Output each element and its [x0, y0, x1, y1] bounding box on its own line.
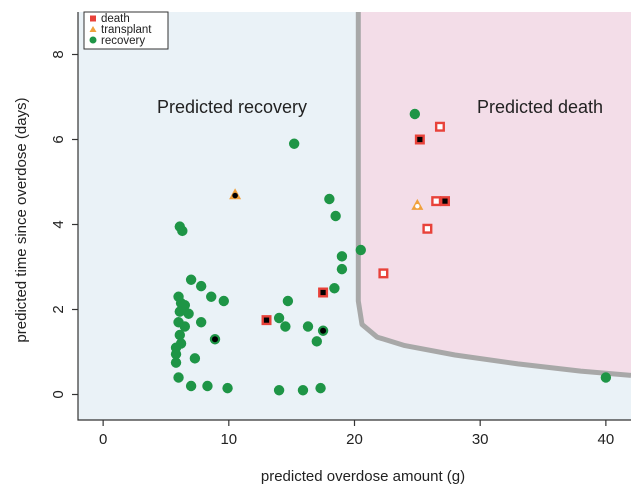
recovery-point — [302, 321, 314, 332]
transplant-point-center — [415, 203, 420, 209]
recovery-point — [185, 274, 197, 285]
x-tick-label: 10 — [220, 431, 237, 448]
x-tick-label: 20 — [346, 431, 363, 448]
axis-frame — [77, 12, 631, 421]
recovery-point — [177, 225, 188, 237]
recovery-point — [195, 317, 207, 328]
recovery-point — [173, 372, 184, 383]
legend-death-marker — [90, 15, 96, 22]
data-points — [170, 108, 612, 396]
recovery-point — [330, 210, 341, 222]
x-tick-label: 30 — [472, 431, 489, 448]
decision-boundary — [355, 12, 631, 378]
recovery-point — [202, 380, 213, 392]
y-tick-label: 4 — [50, 220, 67, 228]
recovery-point — [174, 306, 186, 317]
x-tick-label: 40 — [598, 431, 615, 448]
y-tick-label: 8 — [50, 50, 67, 58]
legend: death transplant recovery — [83, 11, 169, 50]
recovery-point — [409, 108, 421, 120]
recovery-point — [600, 372, 612, 383]
recovery-point — [179, 321, 191, 332]
legend-recovery-label: recovery — [101, 35, 145, 47]
y-tick-label: 6 — [50, 135, 67, 143]
recovery-point — [336, 263, 348, 275]
axis-ticks: 0 10 20 30 40 0 2 4 6 8 — [50, 50, 614, 448]
death-point-center — [320, 289, 326, 296]
recovery-point — [189, 353, 201, 364]
recovery-point — [175, 338, 187, 349]
recovery-point — [195, 280, 207, 292]
recovery-point — [183, 308, 194, 319]
recovery-point — [311, 336, 322, 347]
recovery-point — [315, 382, 326, 394]
death-point-center — [442, 198, 448, 204]
death-point-center — [424, 226, 430, 232]
recovery-point — [280, 321, 291, 332]
death-region — [358, 12, 631, 376]
x-tick-label: 0 — [99, 431, 107, 448]
legend-box — [83, 11, 169, 50]
death-point-center — [380, 270, 387, 276]
y-tick-label: 2 — [50, 305, 67, 313]
recovery-point — [170, 348, 182, 360]
legend-transplant-marker — [89, 26, 97, 32]
recovery-point-center — [211, 336, 218, 343]
recovery-point — [222, 382, 233, 394]
legend-recovery-marker — [89, 36, 97, 44]
recovery-point — [329, 283, 340, 294]
y-tick-label: 0 — [50, 390, 67, 398]
transplant-point-center — [232, 192, 238, 199]
predicted-death-label: Predicted death — [477, 97, 603, 117]
death-point-center — [263, 317, 270, 323]
x-axis-title: predicted overdose amount (g) — [261, 468, 465, 484]
recovery-point — [170, 357, 182, 368]
recovery-point — [336, 251, 348, 262]
plot-area — [78, 12, 631, 420]
recovery-point — [288, 138, 300, 149]
recovery-point — [174, 329, 186, 341]
recovery-point — [185, 380, 197, 392]
death-point-center — [417, 136, 423, 143]
recovery-point — [206, 291, 217, 302]
recovery-point — [273, 385, 285, 396]
recovery-point — [218, 295, 229, 307]
death-point-center — [437, 124, 443, 130]
recovery-point — [282, 295, 294, 307]
legend-death-label: death — [101, 13, 130, 25]
death-point-center — [433, 198, 439, 204]
y-axis-title: predicted time since overdose (days) — [13, 97, 30, 342]
legend-transplant-label: transplant — [101, 24, 152, 36]
recovery-point — [355, 244, 366, 256]
recovery-point — [324, 193, 335, 205]
recovery-point — [297, 385, 309, 396]
recovery-point — [273, 312, 285, 324]
recovery-point-center — [320, 327, 327, 334]
predicted-recovery-label: Predicted recovery — [157, 97, 307, 117]
